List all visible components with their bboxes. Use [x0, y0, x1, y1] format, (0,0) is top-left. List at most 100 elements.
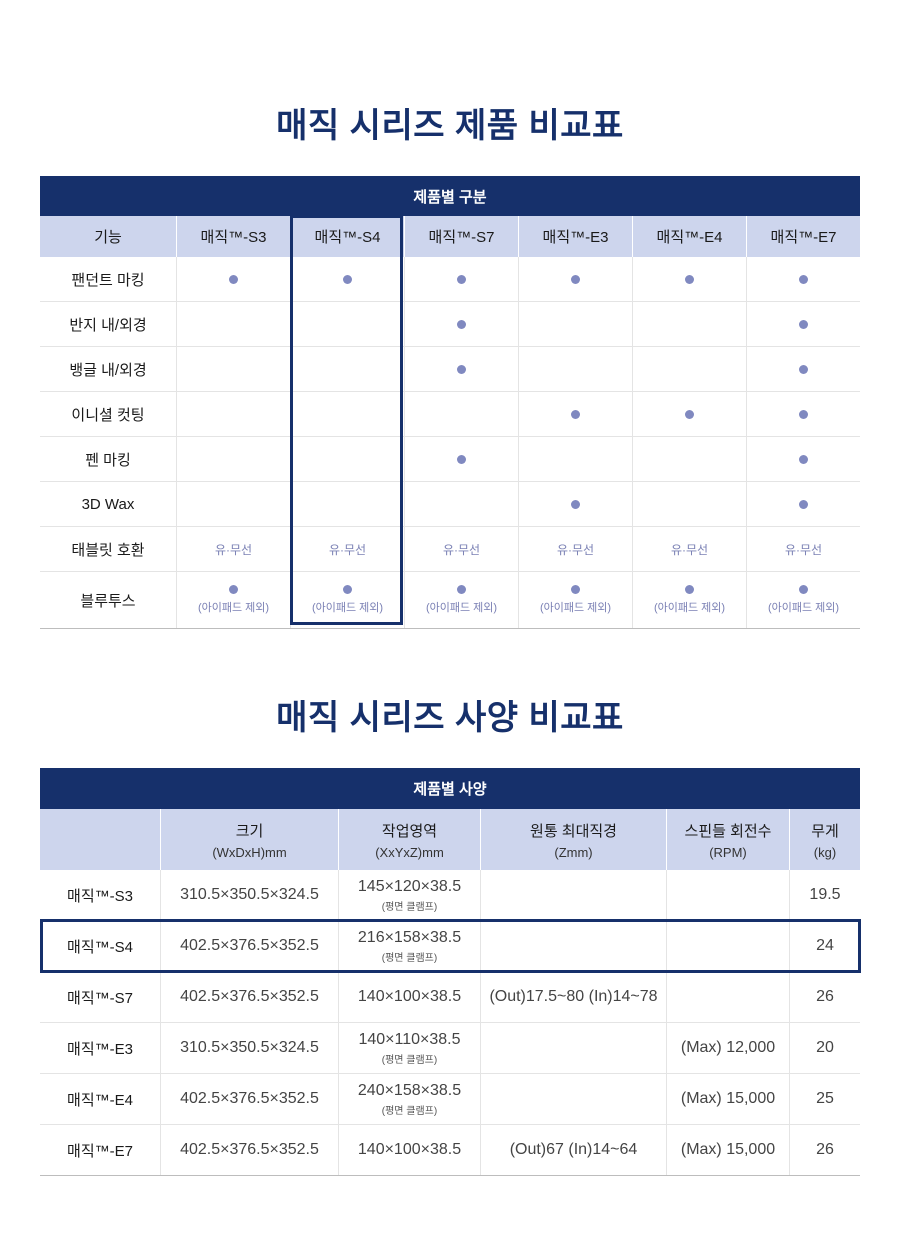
work-area-cell: 216×158×38.5 (평면 클램프): [338, 921, 480, 971]
feature-cell: 유·무선: [746, 527, 860, 571]
feature-cell: 유·무선: [518, 527, 632, 571]
header-label: 작업영역: [381, 822, 438, 840]
feature-cell: [518, 302, 632, 346]
header-cell: 매직™-E3: [518, 216, 632, 257]
feature-value: 유·무선: [214, 542, 253, 557]
header-label: 무게: [811, 822, 839, 840]
feature-note: (아이패드 제외): [425, 602, 498, 614]
size-value: 310.5×350.5×324.5: [160, 870, 338, 920]
weight-value: 25: [789, 1074, 860, 1124]
feature-note: (아이패드 제외): [197, 602, 270, 614]
feature-cell: [632, 302, 746, 346]
feature-label: 태블릿 호환: [71, 541, 145, 559]
table-row: 반지 내/외경: [40, 302, 860, 347]
feature-cell: (아이패드 제외): [632, 572, 746, 628]
size-value: 310.5×350.5×324.5: [160, 1023, 338, 1073]
feature-cell: [176, 482, 290, 526]
supported-dot-icon: [229, 274, 238, 284]
rpm-value: [666, 921, 789, 971]
header-cell: 크기 (WxDxH)mm: [160, 809, 338, 870]
spec-comparison-table: 제품별 사양 크기 (WxDxH)mm 작업영역 (XxYxZ)mm 원통 최대직경 (Z…: [40, 768, 860, 1176]
feature-cell: [518, 437, 632, 481]
header-cell: 매직™-E4: [632, 216, 746, 257]
feature-label: 팬던트 마킹: [71, 271, 145, 289]
feature-cell: [746, 257, 860, 301]
work-area-note: (평면 클램프): [381, 952, 438, 964]
table-row: 펜 마킹: [40, 437, 860, 482]
model-name: 매직™-S7: [67, 989, 133, 1007]
cylinder-value: [480, 921, 666, 971]
feature-label: 3D Wax: [81, 495, 135, 513]
supported-dot-icon: [799, 409, 808, 419]
feature-comparison-table: 제품별 구분 기능 매직™-S3 매직™-S4 매직™-S7 매직™-E3 매직…: [40, 176, 860, 629]
model-name: 매직™-E7: [67, 1142, 133, 1160]
feature-cell: [746, 347, 860, 391]
work-area-value: 140×100×38.5: [357, 1141, 462, 1158]
feature-cell: [404, 437, 518, 481]
table-row: 매직™-S3 310.5×350.5×324.5 145×120×38.5 (평면 클…: [40, 870, 860, 921]
supported-dot-icon: [799, 364, 808, 374]
header-unit: (XxYxZ)mm: [375, 844, 444, 860]
feature-table-header: 기능 매직™-S3 매직™-S4 매직™-S7 매직™-E3 매직™-E4 매직…: [40, 216, 860, 257]
model-name: 매직™-S3: [67, 887, 133, 905]
supported-dot-icon: [799, 454, 808, 464]
feature-cell: 유·무선: [404, 527, 518, 571]
model-name: 매직™-E4: [67, 1091, 133, 1109]
work-area-value: 140×110×38.5: [358, 1030, 461, 1048]
weight-value: 26: [789, 1125, 860, 1175]
feature-table-body: 팬던트 마킹 반지 내/외경 뱅글 내/외경 이니셜 컷팅 펜 마킹 3D Wax 태블릿 …: [40, 257, 860, 629]
feature-label: 펜 마킹: [85, 451, 131, 469]
feature-value: 유·무선: [556, 542, 595, 557]
feature-cell: [632, 482, 746, 526]
work-area-cell: 140×100×38.5: [338, 972, 480, 1022]
rpm-value: (Max) 15,000: [666, 1125, 789, 1175]
feature-cell: [518, 392, 632, 436]
weight-value: 19.5: [789, 870, 860, 920]
supported-dot-icon: [799, 319, 808, 329]
spec-table-body: 매직™-S3 310.5×350.5×324.5 145×120×38.5 (평면 클…: [40, 870, 860, 1176]
work-area-value: 216×158×38.5: [357, 928, 462, 946]
table-row: 매직™-E4 402.5×376.5×352.5 240×158×38.5 (평면 클…: [40, 1074, 860, 1125]
feature-cell: [404, 392, 518, 436]
supported-dot-icon: [229, 585, 238, 594]
feature-note: (아이패드 제외): [767, 602, 840, 614]
header-unit: (kg): [813, 844, 837, 860]
feature-label: 블루투스: [80, 592, 136, 610]
rpm-value: (Max) 15,000: [666, 1074, 789, 1124]
header-cell: 스핀들 회전수 (RPM): [666, 809, 789, 870]
feature-cell: 유·무선: [176, 527, 290, 571]
feature-value: 유·무선: [670, 542, 709, 557]
feature-label: 반지 내/외경: [69, 316, 147, 334]
work-area-cell: 240×158×38.5 (평면 클램프): [338, 1074, 480, 1124]
size-value: 402.5×376.5×352.5: [160, 1125, 338, 1175]
feature-cell: [746, 482, 860, 526]
feature-cell: [404, 482, 518, 526]
weight-value: 26: [789, 972, 860, 1022]
feature-table-banner: 제품별 구분: [40, 176, 860, 216]
feature-cell: [518, 257, 632, 301]
work-area-cell: 140×110×38.5 (평면 클램프): [338, 1023, 480, 1073]
feature-cell: [632, 257, 746, 301]
header-cell: 기능: [94, 229, 122, 246]
header-unit: (RPM): [709, 844, 747, 860]
table-row: 매직™-E7 402.5×376.5×352.5 140×100×38.5 (Out)…: [40, 1125, 860, 1176]
spec-table-header: 크기 (WxDxH)mm 작업영역 (XxYxZ)mm 원통 최대직경 (Zmm) 스핀들 …: [40, 809, 860, 870]
feature-cell: [176, 257, 290, 301]
feature-value: 유·무선: [784, 542, 823, 557]
feature-note: (아이패드 제외): [311, 602, 384, 614]
feature-cell: [746, 302, 860, 346]
feature-cell: [404, 347, 518, 391]
feature-cell: [518, 347, 632, 391]
supported-dot-icon: [571, 274, 580, 284]
table-row: 뱅글 내/외경: [40, 347, 860, 392]
work-area-value: 240×158×38.5: [357, 1081, 462, 1099]
supported-dot-icon: [457, 274, 466, 284]
supported-dot-icon: [457, 364, 466, 374]
feature-cell: [518, 482, 632, 526]
supported-dot-icon: [457, 454, 466, 464]
feature-cell: [632, 392, 746, 436]
feature-cell: 유·무선: [632, 527, 746, 571]
supported-dot-icon: [685, 409, 694, 419]
supported-dot-icon: [571, 499, 580, 509]
feature-cell: [404, 302, 518, 346]
